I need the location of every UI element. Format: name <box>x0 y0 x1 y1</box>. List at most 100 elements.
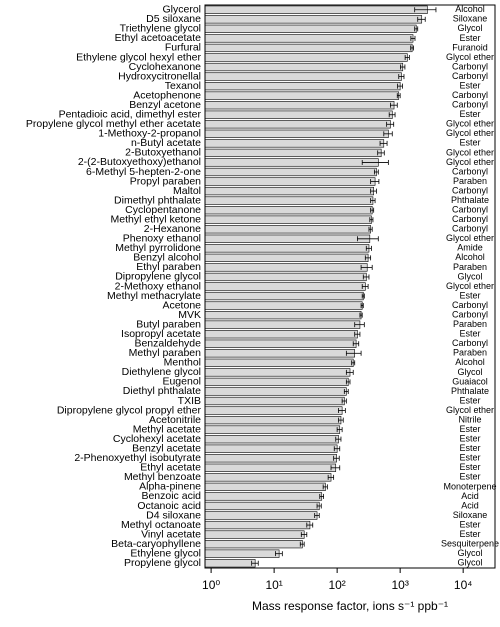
bar <box>204 482 326 492</box>
class-label: Siloxane <box>453 14 488 24</box>
bar <box>204 311 362 320</box>
bar <box>204 148 382 158</box>
bar <box>204 263 368 272</box>
category-label: Cyclopentanone <box>125 204 201 216</box>
class-label: Alcohol <box>455 4 485 14</box>
category-label: Methyl methacrylate <box>107 290 201 302</box>
bar <box>204 215 372 224</box>
class-label: Acid <box>461 491 479 501</box>
class-label: Ester <box>459 472 480 482</box>
category-label: Texanol <box>165 80 201 92</box>
class-label: Carbonyl <box>452 338 488 348</box>
class-label: Glycol <box>457 558 482 568</box>
class-label: Ester <box>459 443 480 453</box>
class-label: Carbonyl <box>452 185 488 195</box>
class-label: Furanoid <box>452 42 488 52</box>
bar <box>204 406 343 415</box>
bar <box>204 186 374 196</box>
class-label: Ester <box>459 395 480 405</box>
class-label: Alcohol <box>455 252 485 262</box>
x-tick-label: 10⁰ <box>202 578 220 592</box>
category-label: Hydroxycitronellal <box>118 70 201 82</box>
category-label: 2-Phenoxyethyl isobutyrate <box>74 452 201 464</box>
bar <box>204 435 339 444</box>
bar <box>204 158 379 167</box>
category-label: Ethyl acetoacetate <box>115 32 202 44</box>
class-label: Carbonyl <box>452 300 488 310</box>
class-label: Glycol ether <box>446 281 494 291</box>
bar <box>204 43 413 53</box>
class-label: Carbonyl <box>452 224 488 234</box>
category-label: Diethyl phthalate <box>123 385 201 397</box>
plot-frame <box>204 4 496 569</box>
bar <box>204 234 371 243</box>
bar <box>204 330 358 339</box>
bar <box>204 396 345 406</box>
category-label: Methyl pyrrolidone <box>115 242 201 254</box>
category-label: Dipropylene glycol <box>115 271 201 283</box>
bar <box>204 34 414 43</box>
bar <box>204 511 318 520</box>
class-label: Carbonyl <box>452 71 488 81</box>
category-label: Butyl paraben <box>136 318 201 330</box>
bar <box>204 301 363 310</box>
class-label: Ester <box>459 453 480 463</box>
x-tick-label: 10⁴ <box>454 578 473 592</box>
class-label: Glycol ether <box>446 147 494 157</box>
category-label: Acetonitrile <box>149 414 201 426</box>
category-label: Ethylene glycol <box>130 547 201 559</box>
category-label: Propylene glycol <box>124 557 201 569</box>
class-label: Paraben <box>453 319 487 329</box>
class-label: Carbonyl <box>452 100 488 110</box>
class-label: Ester <box>459 109 480 119</box>
category-label: Glycerol <box>162 4 201 16</box>
category-label: Propyl paraben <box>130 175 201 187</box>
class-label: Phthalate <box>451 386 489 396</box>
class-label: Ester <box>459 462 480 472</box>
x-tick-label: 10² <box>328 578 345 592</box>
bar <box>204 81 401 91</box>
bar <box>204 120 391 129</box>
category-label: Alpha-pinene <box>139 481 201 493</box>
category-label: Cyclohexanone <box>129 61 202 73</box>
category-label: 6-Methyl 5-hepten-2-one <box>86 166 201 178</box>
class-label: Ester <box>459 138 480 148</box>
class-label: Sesquiterpene <box>441 539 499 549</box>
bar <box>204 72 402 81</box>
bar <box>204 101 395 110</box>
class-label: Paraben <box>453 176 487 186</box>
class-label: Glycol ether <box>446 52 494 62</box>
category-label: Methyl octanoate <box>121 519 201 531</box>
category-label: Menthol <box>164 357 201 369</box>
category-label: Octanoic acid <box>137 500 201 512</box>
class-label: Carbonyl <box>452 166 488 176</box>
class-label: Glycol <box>457 271 482 281</box>
class-label: Ester <box>459 424 480 434</box>
category-label: Vinyl acetate <box>141 528 201 540</box>
category-label: Ethyl acetate <box>140 462 201 474</box>
bar <box>204 520 311 530</box>
bar <box>204 244 370 253</box>
bar <box>204 358 354 367</box>
class-label: Ester <box>459 329 480 339</box>
class-label: Amide <box>457 243 483 253</box>
category-label: 2-Methoxy ethanol <box>115 280 201 292</box>
bar <box>204 387 347 396</box>
category-label: Diethylene glycol <box>122 366 201 378</box>
bar <box>204 91 400 100</box>
category-label: Ethylene glycol hexyl ether <box>76 51 201 63</box>
class-label: Paraben <box>453 262 487 272</box>
bar <box>204 129 389 138</box>
class-label: Glycol ether <box>446 233 494 243</box>
bar <box>204 454 337 463</box>
class-label: Glycol ether <box>446 119 494 129</box>
bar <box>204 272 367 282</box>
class-label: Guaiacol <box>452 376 488 386</box>
bar <box>204 377 349 387</box>
category-label: Eugenol <box>162 376 201 388</box>
x-axis-label: Mass response factor, ions s⁻¹ ppb⁻¹ <box>252 599 448 613</box>
category-label: Methyl ethyl ketone <box>111 213 202 225</box>
bar <box>204 196 374 205</box>
bar <box>204 501 320 511</box>
